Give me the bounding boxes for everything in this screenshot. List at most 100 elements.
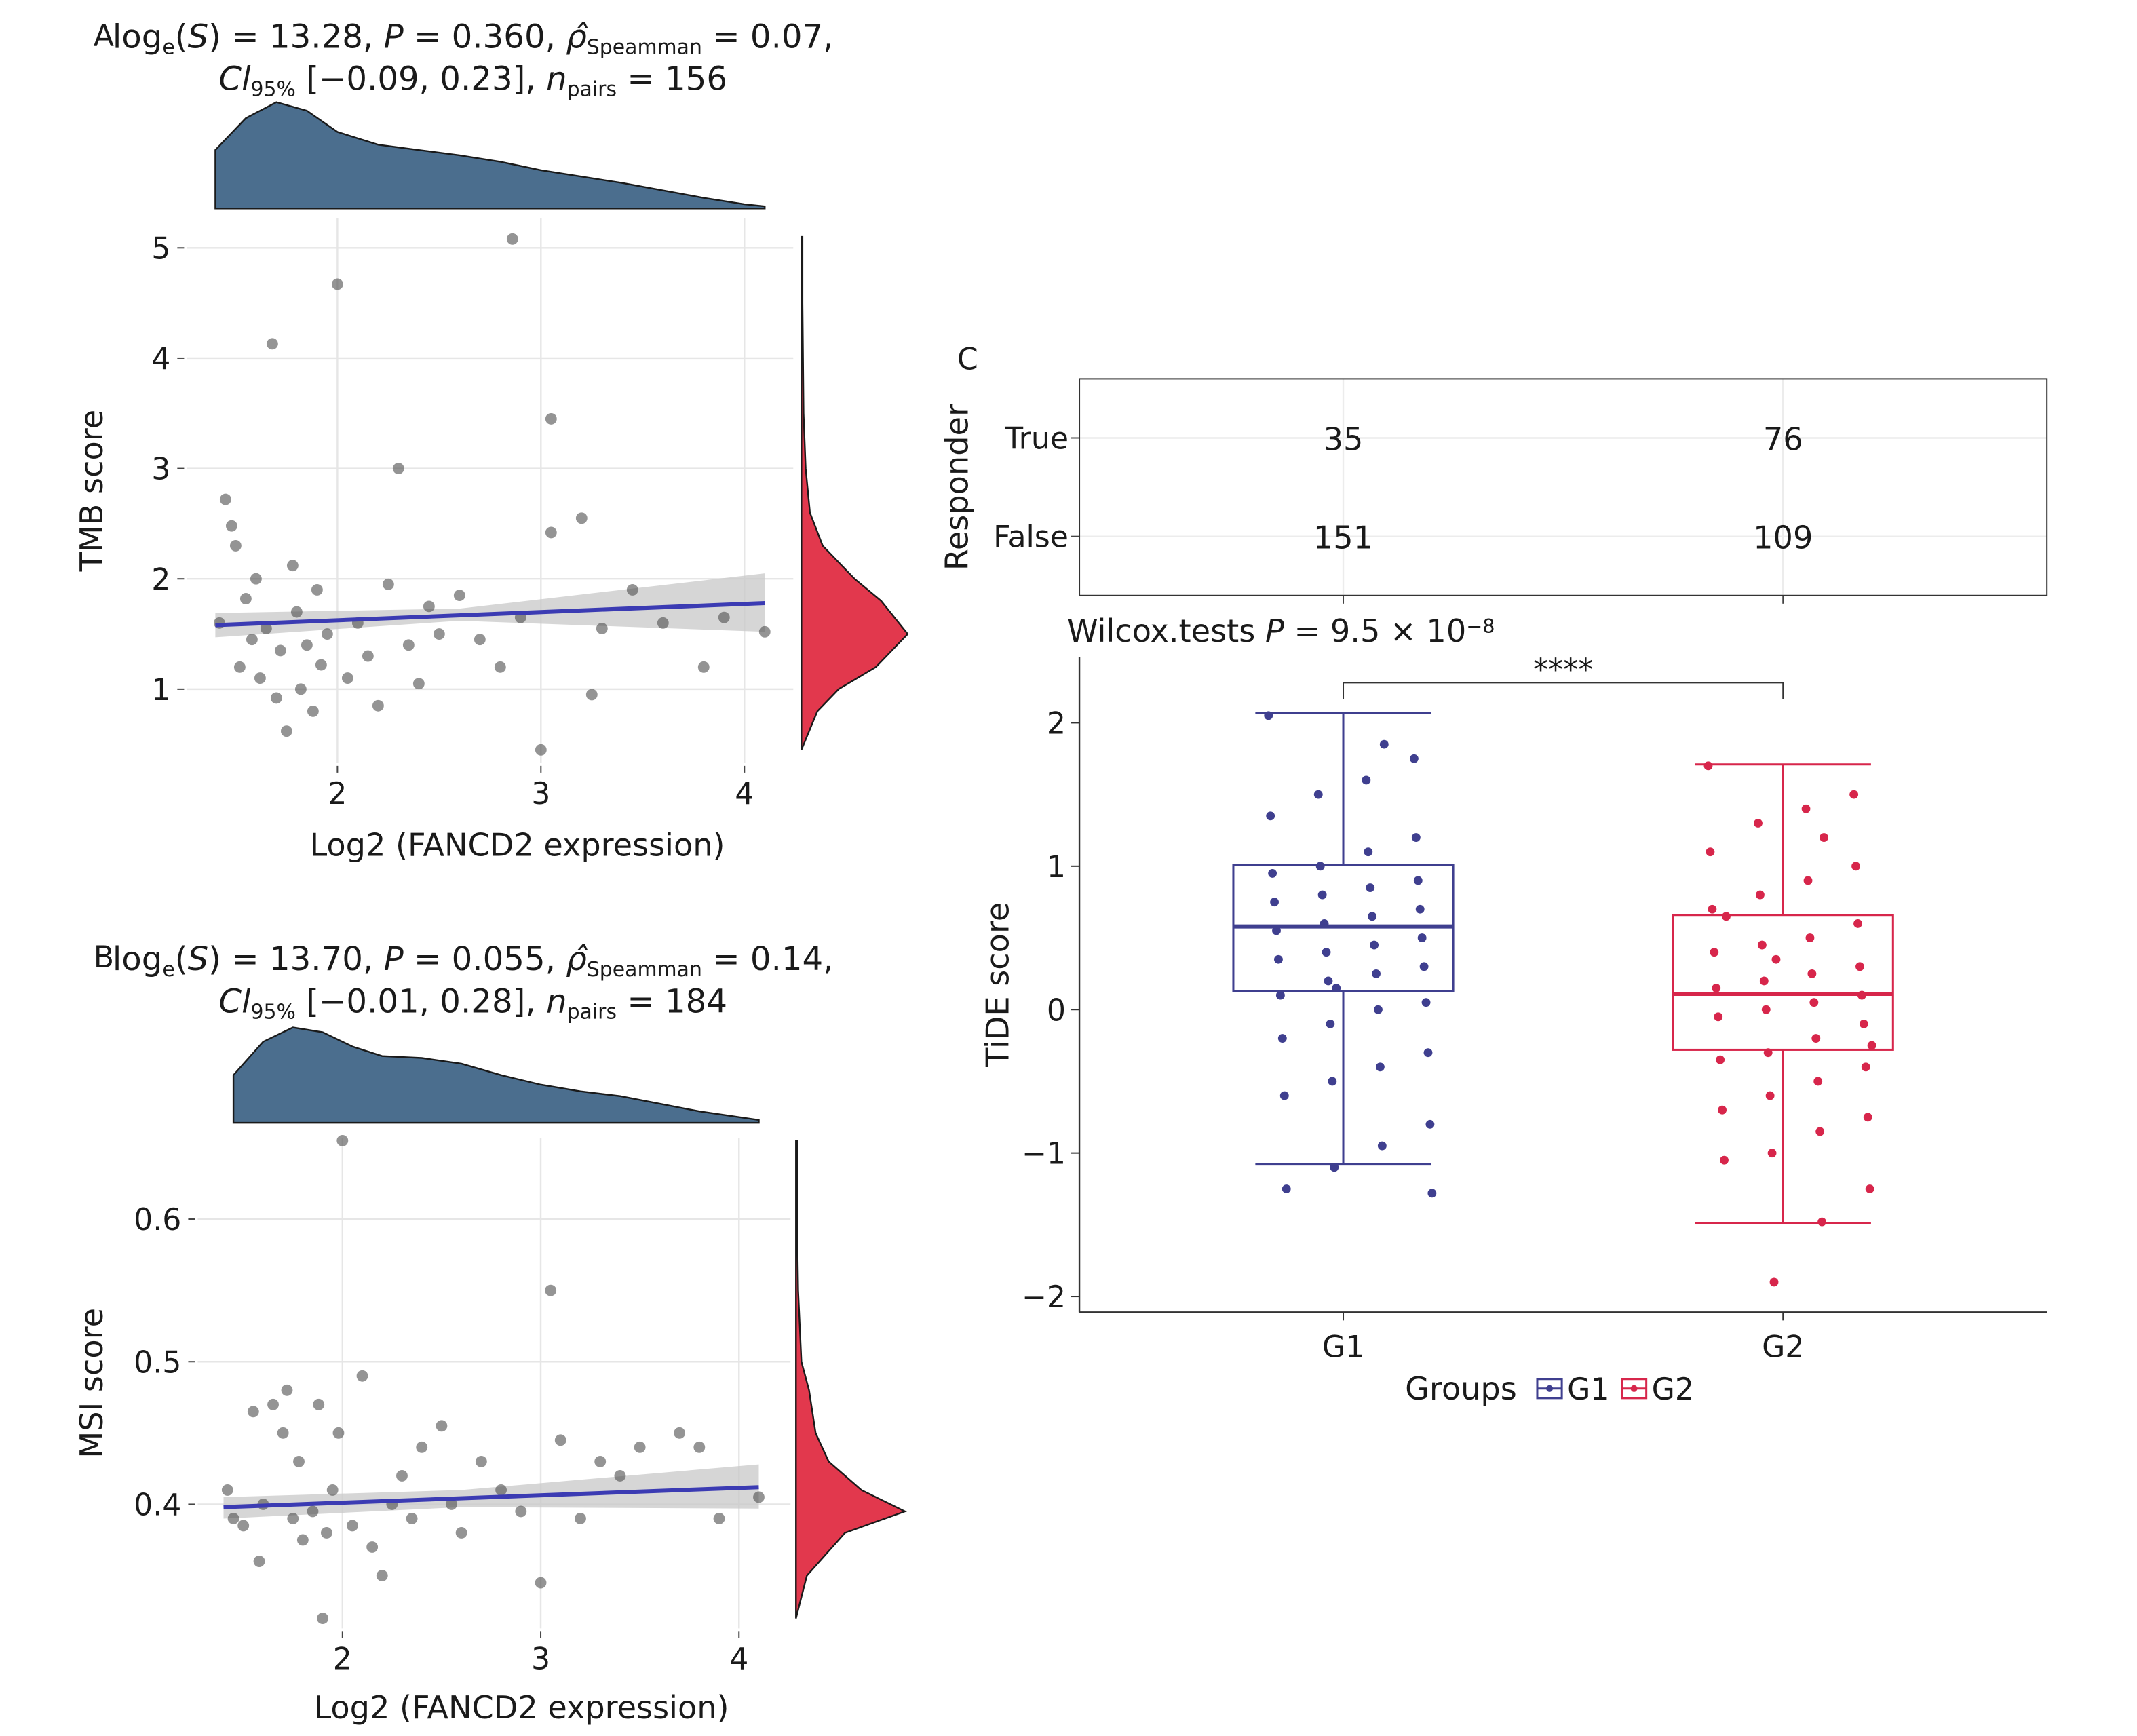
jitter-point <box>1419 962 1429 971</box>
text-segment: = 9.5 × 10 <box>1284 613 1466 649</box>
box <box>1672 914 1894 1051</box>
data-point <box>596 622 608 634</box>
data-point <box>626 584 638 596</box>
jitter-point <box>1859 1019 1868 1028</box>
row-label: False <box>993 520 1068 555</box>
text-segment: = 0.07, <box>702 18 834 56</box>
data-point <box>657 617 669 629</box>
jitter-point <box>1417 933 1427 942</box>
y-tick-label: 0 <box>1047 993 1066 1028</box>
data-point <box>326 1484 339 1496</box>
data-point <box>286 560 299 572</box>
data-point <box>455 1527 467 1539</box>
jitter-point <box>1277 1034 1287 1043</box>
data-point <box>535 744 547 756</box>
jitter-point <box>1761 1005 1771 1014</box>
data-point <box>336 1134 349 1146</box>
text-segment: P <box>384 18 404 56</box>
data-point <box>495 1484 507 1496</box>
data-point <box>545 412 557 425</box>
legend-key <box>1630 1385 1638 1392</box>
x-tick-label: 2 <box>328 777 347 811</box>
jitter-point <box>1754 818 1763 828</box>
jitter-point <box>1275 990 1285 1000</box>
jitter-point <box>1413 876 1423 885</box>
data-point <box>396 1469 408 1482</box>
y-axis-label: MSI score <box>73 1308 110 1459</box>
data-point <box>506 233 518 245</box>
data-point <box>307 1505 319 1518</box>
significance-label: **** <box>1533 653 1593 687</box>
subtitle: Wilcox.tests P = 9.5 × 10−8 <box>1067 613 1495 649</box>
text-segment: [−0.01, 0.28], <box>296 982 546 1020</box>
jitter-point <box>1765 1091 1775 1100</box>
jitter-point <box>1274 954 1283 964</box>
data-point <box>246 634 258 646</box>
text-segment: e <box>162 958 174 982</box>
jitter-point <box>1375 1062 1385 1072</box>
row-label: True <box>1004 422 1068 457</box>
jitter-point <box>1425 1119 1435 1129</box>
data-point <box>239 593 252 604</box>
x-tick-label: 4 <box>735 777 754 811</box>
data-point <box>416 1441 428 1453</box>
y-density <box>795 1140 908 1619</box>
y-axis-label: Responder <box>938 404 975 571</box>
jitter-point <box>1279 1091 1289 1100</box>
jitter-point <box>1270 898 1279 907</box>
text-segment: 95% <box>250 1000 295 1024</box>
jitter-point <box>1315 862 1325 871</box>
y-tick-label: −2 <box>1022 1280 1066 1315</box>
data-point <box>446 1499 457 1510</box>
jitter-point <box>1326 1019 1335 1028</box>
legend-label: G1 <box>1567 1372 1609 1407</box>
text-segment: ρ̂ <box>566 940 588 978</box>
jitter-point <box>1809 998 1819 1007</box>
data-point <box>281 1384 293 1396</box>
jitter-point <box>1324 976 1333 986</box>
data-point <box>307 705 319 717</box>
data-point <box>227 1513 239 1524</box>
y-tick-label: 0.6 <box>134 1203 181 1237</box>
jitter-point <box>1266 811 1275 821</box>
jitter-point <box>1427 1189 1437 1198</box>
data-point <box>412 678 425 690</box>
y-axis-label: TiDE score <box>980 902 1016 1068</box>
jitter-point <box>1409 754 1419 763</box>
text-segment: = 0.14, <box>702 940 834 978</box>
panel-label: B <box>94 940 114 975</box>
data-point <box>229 539 242 552</box>
jitter-point <box>1708 904 1717 914</box>
jitter-point <box>1720 1155 1729 1165</box>
data-point <box>237 1520 250 1532</box>
jitter-point <box>1710 948 1719 957</box>
jitter-point <box>1264 711 1273 720</box>
text-segment: Wilcox.tests <box>1067 613 1265 649</box>
data-point <box>221 1484 233 1496</box>
text-segment: n <box>546 982 567 1020</box>
data-point <box>585 689 598 701</box>
y-tick-label: 1 <box>1047 850 1066 885</box>
jitter-point <box>1865 1184 1874 1193</box>
data-point <box>315 659 327 671</box>
data-point <box>575 512 588 524</box>
jitter-point <box>1756 890 1765 900</box>
data-point <box>311 584 323 596</box>
data-point <box>250 573 262 585</box>
data-point <box>545 1284 557 1296</box>
jitter-point <box>1718 1105 1727 1115</box>
jitter-point <box>1330 1163 1339 1172</box>
data-point <box>321 628 333 640</box>
jitter-point <box>1268 868 1277 878</box>
data-point <box>402 639 415 651</box>
jitter-point <box>1703 761 1713 771</box>
jitter-point <box>1372 969 1381 978</box>
jitter-point <box>1855 962 1864 971</box>
data-point <box>313 1398 325 1410</box>
text-segment: −8 <box>1466 615 1495 638</box>
jitter-point <box>1722 912 1731 921</box>
data-point <box>554 1434 566 1446</box>
x-tick-label: G1 <box>1322 1330 1364 1365</box>
data-point <box>301 639 313 651</box>
